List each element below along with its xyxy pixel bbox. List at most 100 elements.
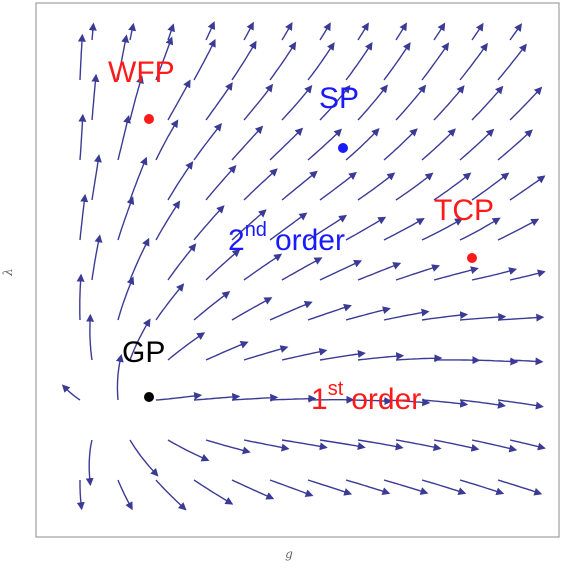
streamline <box>77 33 86 81</box>
tcp-point <box>467 253 477 263</box>
streamline <box>383 128 418 161</box>
streamline <box>319 84 351 121</box>
streamline <box>307 479 353 496</box>
streamline <box>115 353 124 401</box>
streamline <box>205 439 251 455</box>
streamline <box>307 42 335 81</box>
gp-point <box>144 392 154 402</box>
streamline <box>357 22 369 41</box>
streamline <box>421 311 469 321</box>
streamline <box>471 22 484 41</box>
streamline <box>269 300 313 321</box>
streamline <box>231 125 264 161</box>
streamline <box>307 128 343 161</box>
streamline <box>117 276 135 321</box>
streamline <box>155 283 185 321</box>
y-axis-label: λ <box>1 268 15 277</box>
streamline <box>471 357 519 366</box>
streamline <box>345 479 391 495</box>
streamline <box>167 23 175 41</box>
streamline <box>395 354 443 363</box>
streamline <box>193 291 231 321</box>
streamline <box>307 214 348 241</box>
streamline <box>193 479 234 505</box>
streamline <box>509 175 546 201</box>
streamline <box>167 439 210 462</box>
streamline <box>421 479 467 495</box>
streamline <box>497 313 545 322</box>
streamline <box>205 248 241 281</box>
streamline <box>269 212 308 241</box>
streamline <box>421 218 463 241</box>
streamline <box>117 479 133 511</box>
first-order-word: order <box>351 383 421 416</box>
streamline <box>307 303 352 321</box>
streamline <box>509 23 523 41</box>
gp-label: GP <box>122 336 165 369</box>
streamline <box>383 217 425 241</box>
streamline <box>433 439 480 452</box>
streamline <box>421 128 456 161</box>
streamline <box>243 345 289 361</box>
streamline <box>167 79 191 121</box>
streamline <box>383 479 429 495</box>
streamline <box>395 22 408 41</box>
streamline <box>155 479 187 511</box>
streamline <box>91 73 100 121</box>
streamline <box>231 40 257 81</box>
streamline <box>433 85 465 121</box>
streamline <box>91 234 103 281</box>
streamline <box>167 161 194 201</box>
streamline <box>281 257 323 281</box>
streamline <box>383 42 411 81</box>
streamline <box>243 253 283 281</box>
streamline <box>205 165 237 201</box>
streamline <box>269 41 297 81</box>
second-order-label: 2nd order <box>228 219 345 257</box>
streamline <box>509 439 546 451</box>
streamline <box>193 122 222 161</box>
streamline <box>395 264 441 281</box>
streamline <box>85 439 94 487</box>
streamline <box>345 216 387 241</box>
streamline <box>281 439 328 451</box>
streamline <box>459 479 505 496</box>
streamline <box>421 399 469 408</box>
streamline <box>243 439 290 452</box>
streamline <box>497 129 533 161</box>
second-order-num: 2 <box>228 224 245 257</box>
streamline <box>357 352 405 361</box>
streamline <box>319 171 357 201</box>
streamline <box>459 42 488 81</box>
streamline <box>269 479 314 498</box>
streamline <box>129 156 148 201</box>
streamline <box>433 172 472 201</box>
streamline <box>167 332 206 361</box>
first-order-sup: st <box>328 378 344 400</box>
streamline <box>345 128 380 161</box>
streamline <box>509 269 546 281</box>
first-order-label: 1st order <box>311 378 421 416</box>
streamline <box>86 313 95 361</box>
streamline <box>471 267 518 281</box>
streamline <box>433 266 479 281</box>
second-order-word: order <box>275 224 345 257</box>
streamline <box>231 393 279 402</box>
streamline <box>459 217 501 241</box>
streamline <box>395 439 442 452</box>
streamline <box>205 82 233 121</box>
wfp-point <box>144 114 154 124</box>
streamline <box>231 479 275 500</box>
streamline <box>155 119 179 161</box>
streamline <box>357 84 388 121</box>
sp-point <box>338 143 348 153</box>
streamline <box>345 41 373 81</box>
streamline <box>128 22 137 41</box>
streamline <box>459 128 495 161</box>
streamline <box>421 42 450 81</box>
streamline <box>269 394 317 403</box>
streamline <box>117 196 135 241</box>
streamline <box>395 84 427 121</box>
streamline <box>155 392 203 401</box>
